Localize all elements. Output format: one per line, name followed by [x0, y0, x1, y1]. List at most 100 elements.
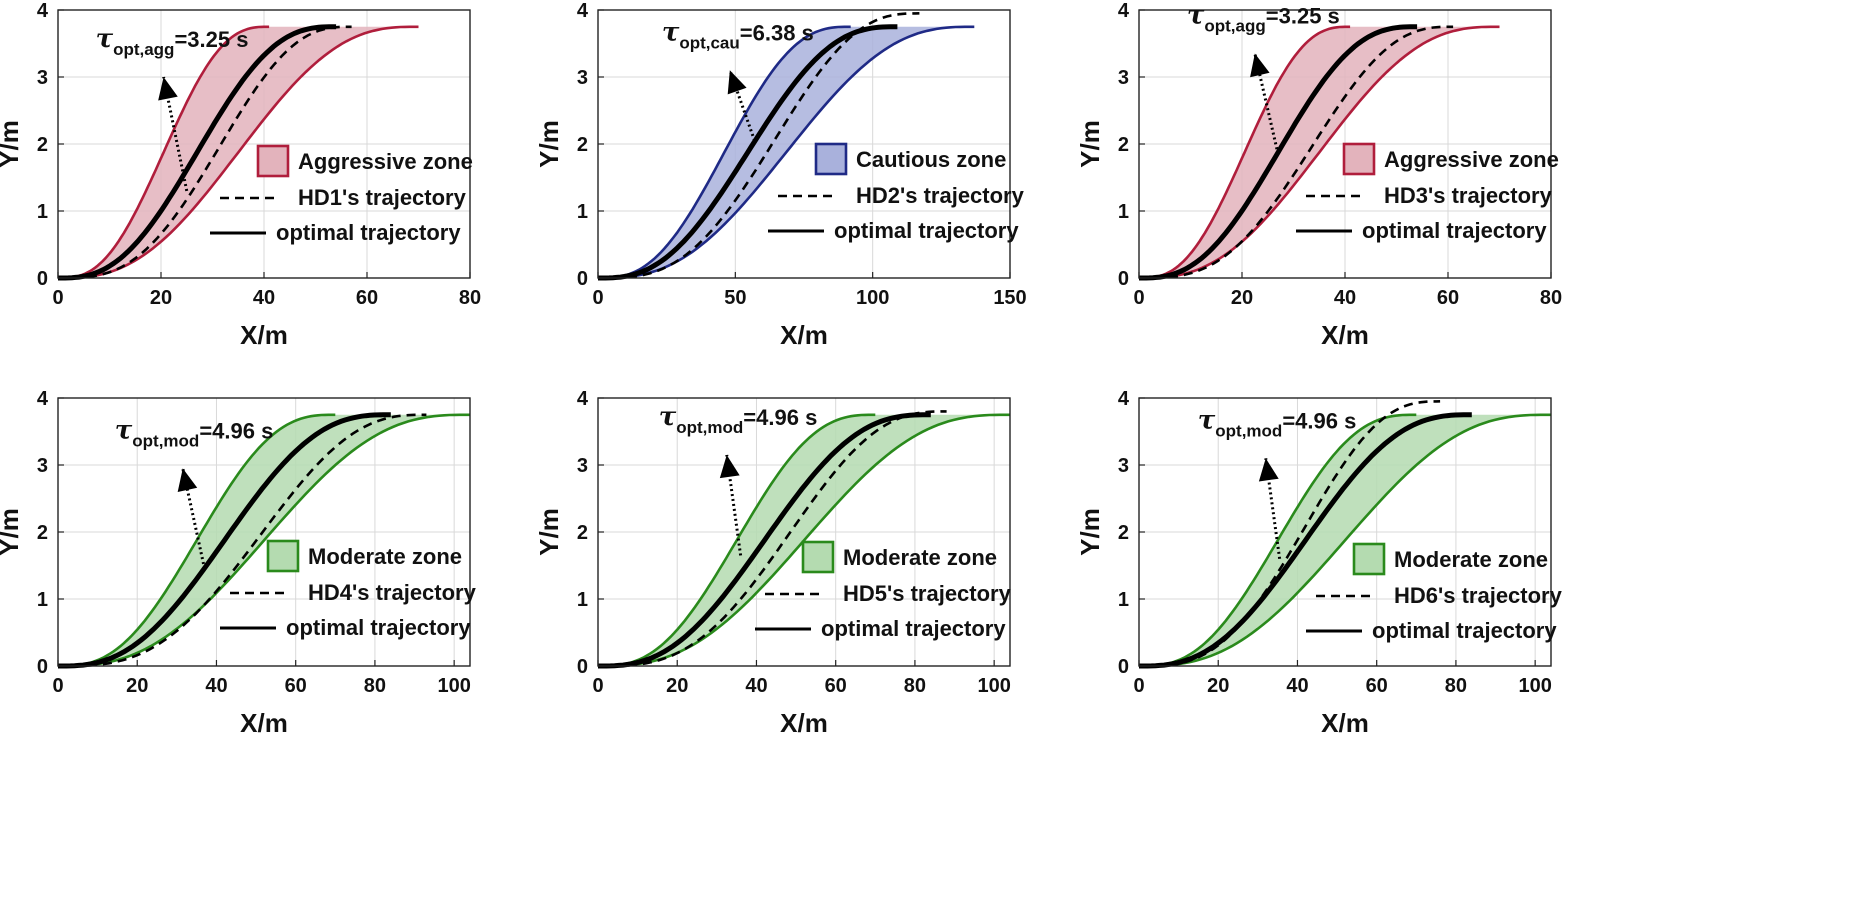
- y-axis-label: Y/m: [0, 508, 24, 556]
- x-tick-label: 80: [459, 287, 481, 309]
- legend-zone-label: Moderate zone: [1394, 547, 1548, 572]
- legend-zone-swatch: [1352, 542, 1386, 576]
- legend-driver-label: HD1's trajectory: [298, 185, 467, 210]
- zone-area: [598, 26, 975, 278]
- annotation-symbol: τ: [115, 415, 133, 445]
- chart-panel-2: 0 50 100 150 0 1 2 3 4 X/m Y/m τopt,cau=6.38 s Cauti…: [534, 0, 1027, 350]
- legend: Moderate zone HD5's trajectory optimal tra…: [755, 540, 1012, 641]
- x-tick-label: 60: [1366, 675, 1388, 697]
- annotation-arrow-head: [177, 468, 198, 492]
- y-tick-label: 3: [1118, 67, 1129, 89]
- optimal-trajectory-line: [598, 412, 931, 669]
- x-tick-label: 20: [126, 675, 148, 697]
- y-tick-label: 2: [577, 522, 588, 544]
- y-tick-label: 4: [37, 388, 49, 410]
- x-axis-label: X/m: [1321, 320, 1369, 350]
- y-tick-label: 2: [1118, 134, 1129, 156]
- zone-lower-boundary: [1139, 25, 1351, 280]
- y-tick-label: 3: [577, 455, 588, 477]
- x-tick-label: 80: [1540, 287, 1562, 309]
- zone-upper-boundary: [58, 413, 470, 668]
- legend-optimal-label: optimal trajectory: [286, 615, 471, 640]
- driver-trajectory-line: [1139, 400, 1441, 668]
- legend: Aggressive zone HD3's trajectory optimal t…: [1296, 142, 1559, 243]
- x-tick-label: 40: [253, 287, 275, 309]
- y-tick-label: 0: [37, 656, 48, 678]
- legend-zone-swatch: [801, 540, 835, 574]
- y-tick-label: 1: [1118, 589, 1129, 611]
- chart-panel-4: 0 20 40 60 80 100 0 1 2 3 4 X/m Y/m τopt,mod=4.96 s Mo…: [0, 388, 477, 738]
- legend: Cautious zone HD2's trajectory optimal tra…: [768, 142, 1025, 243]
- annotation-subscript: opt,agg: [1204, 17, 1265, 36]
- annotation-arrow-shaft: [725, 454, 743, 556]
- chart-panel-5: 0 20 40 60 80 100 0 1 2 3 4 X/m Y/m τopt,mod=4.96 s Mo…: [534, 388, 1012, 738]
- driver-trajectory-line: [1139, 25, 1454, 280]
- x-tick-label: 80: [364, 675, 386, 697]
- annotation-value: =3.25 s: [1266, 4, 1340, 29]
- driver-trajectory-line: [598, 410, 947, 668]
- y-axis-label: Y/m: [0, 120, 24, 168]
- y-tick-label: 3: [37, 67, 48, 89]
- x-tick-label: 20: [1231, 287, 1253, 309]
- optimal-trajectory-line: [1139, 412, 1472, 669]
- legend: Moderate zone HD6's trajectory optimal tra…: [1306, 542, 1563, 643]
- annotation-subscript: opt,agg: [113, 40, 174, 59]
- x-tick-label: 60: [285, 675, 307, 697]
- zone-lower-boundary: [1139, 413, 1417, 668]
- x-tick-label: 50: [724, 287, 746, 309]
- legend-zone-label: Moderate zone: [308, 544, 462, 569]
- y-axis-label: Y/m: [534, 120, 564, 168]
- annotation-subscript: opt,mod: [132, 431, 199, 450]
- y-tick-label: 4: [37, 0, 49, 22]
- x-tick-label: 0: [52, 287, 63, 309]
- legend-optimal-label: optimal trajectory: [276, 220, 461, 245]
- x-tick-label: 60: [1437, 287, 1459, 309]
- annotation-arrow-shaft: [1264, 458, 1282, 560]
- x-tick-label: 60: [356, 287, 378, 309]
- legend-driver-label: HD4's trajectory: [308, 580, 477, 605]
- optimal-trajectory-line: [58, 412, 391, 669]
- annotation-label: τopt,mod=4.96 s: [1198, 405, 1357, 440]
- legend-zone-label: Aggressive zone: [298, 149, 473, 174]
- annotation-symbol: τ: [1187, 1, 1205, 31]
- annotation-value: =4.96 s: [743, 405, 817, 430]
- x-tick-label: 100: [437, 675, 470, 697]
- y-tick-label: 3: [1118, 455, 1129, 477]
- x-axis-label: X/m: [780, 320, 828, 350]
- y-tick-label: 3: [37, 455, 48, 477]
- legend-optimal-label: optimal trajectory: [1372, 618, 1557, 643]
- annotation-value: =3.25 s: [174, 27, 248, 52]
- x-tick-label: 100: [856, 287, 889, 309]
- x-tick-label: 100: [977, 675, 1010, 697]
- y-tick-label: 0: [577, 268, 588, 290]
- x-tick-label: 80: [904, 675, 926, 697]
- annotation-label: τopt,mod=4.96 s: [659, 402, 818, 437]
- y-tick-label: 4: [1118, 388, 1130, 410]
- legend-zone-label: Moderate zone: [843, 545, 997, 570]
- chart-panel-3: 0 20 40 60 80 0 1 2 3 4 X/m Y/m τopt,agg=3.25 s Aggre…: [1075, 0, 1562, 350]
- annotation-subscript: opt,mod: [676, 418, 743, 437]
- chart-panel-1: 0 20 40 60 80 0 1 2 3 4 X/m Y/m τopt,agg=3.25 s Aggre…: [0, 0, 481, 350]
- x-tick-label: 0: [1133, 675, 1144, 697]
- zone-lower-boundary: [598, 413, 876, 668]
- x-axis-label: X/m: [1321, 708, 1369, 738]
- annotation-arrow-head: [1250, 53, 1270, 78]
- annotation-subscript: opt,mod: [1215, 421, 1282, 440]
- annotation-label: τopt,mod=4.96 s: [115, 415, 274, 450]
- zone-upper-boundary: [598, 413, 1010, 668]
- x-tick-label: 20: [666, 675, 688, 697]
- legend-zone-label: Aggressive zone: [1384, 147, 1559, 172]
- annotation-subscript: opt,cau: [679, 33, 739, 52]
- x-axis-label: X/m: [240, 708, 288, 738]
- y-tick-label: 2: [1118, 522, 1129, 544]
- x-tick-label: 40: [1334, 287, 1356, 309]
- annotation-arrow-head: [158, 77, 178, 101]
- legend-driver-label: HD2's trajectory: [856, 183, 1025, 208]
- y-tick-label: 4: [577, 388, 589, 410]
- y-tick-label: 4: [577, 0, 589, 22]
- x-tick-label: 20: [1207, 675, 1229, 697]
- x-tick-label: 0: [1133, 287, 1144, 309]
- x-tick-label: 0: [52, 675, 63, 697]
- legend-optimal-label: optimal trajectory: [834, 218, 1019, 243]
